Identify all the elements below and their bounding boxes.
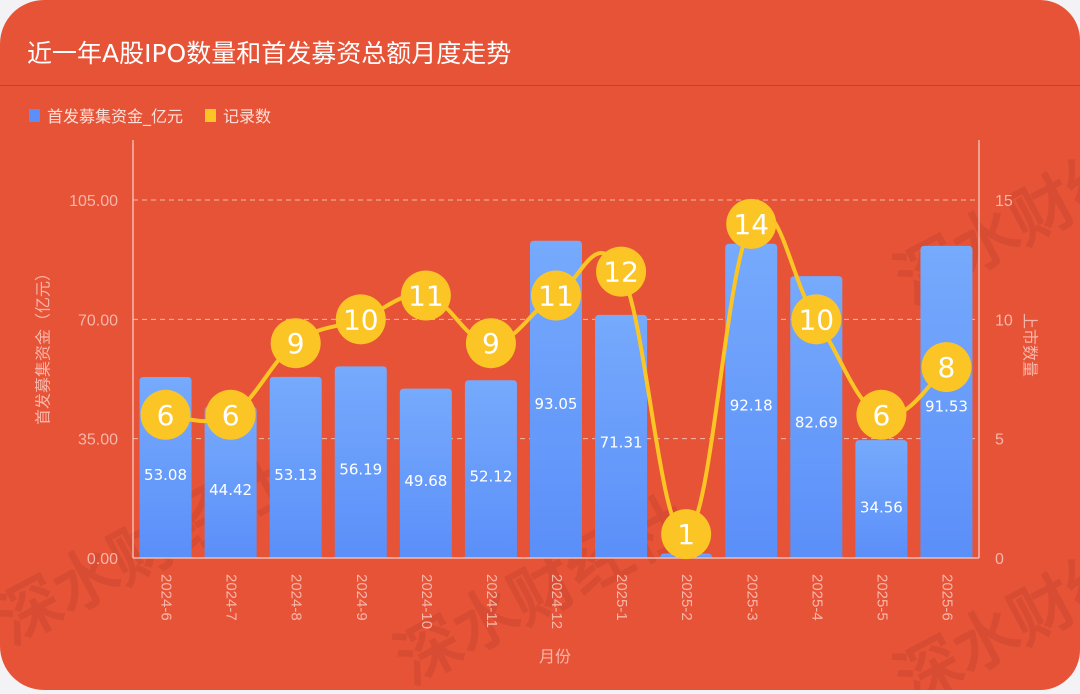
right-tick-label: 5 xyxy=(995,432,1004,449)
bar-value-label: 71.31 xyxy=(600,434,643,452)
bar-value-label: 44.42 xyxy=(209,481,252,499)
bar-value-label: 91.53 xyxy=(925,398,968,416)
x-tick-label: 2025-2 xyxy=(678,574,695,621)
line-series: 6 6 9 10 11 9 11 12 1 14 10 6 8 xyxy=(140,198,972,560)
x-tick-label: 2024-10 xyxy=(418,574,435,629)
legend-label: 记录数 xyxy=(223,107,272,126)
line-point-marker[interactable] xyxy=(661,509,712,560)
line-point-marker[interactable] xyxy=(596,246,647,297)
bar[interactable] xyxy=(269,376,322,558)
line-point-marker[interactable] xyxy=(335,294,386,345)
x-tick-label: 2025-3 xyxy=(743,574,760,621)
legend: 首发募集资金_亿元 记录数 xyxy=(29,103,293,127)
axes xyxy=(132,140,980,559)
x-tick-label: 2024-12 xyxy=(548,574,565,629)
bar-value-label: 93.05 xyxy=(535,395,578,413)
line-point-label: 11 xyxy=(538,279,574,312)
line-point-label: 10 xyxy=(343,303,379,336)
left-tick-label: 105.00 xyxy=(69,193,118,210)
bar-value-label: 82.69 xyxy=(795,413,838,431)
bar[interactable] xyxy=(920,245,973,559)
bar-series: 53.08 44.42 53.13 56.19 49.68 52.12 93.05 71.31… xyxy=(139,240,973,559)
bar[interactable] xyxy=(595,314,648,558)
bar-value-label: 53.13 xyxy=(274,466,317,484)
line-point-label: 11 xyxy=(408,279,444,312)
line-point-label: 8 xyxy=(938,351,956,384)
right-axis-title: 上市数量 xyxy=(1021,313,1040,377)
legend-swatch-yellow-icon xyxy=(205,108,217,122)
line-point-marker[interactable] xyxy=(531,270,581,321)
legend-label: 首发募集资金_亿元 xyxy=(47,107,184,126)
x-tick-label: 2025-5 xyxy=(873,574,890,621)
x-tick-label: 2024-9 xyxy=(353,574,370,621)
bar-value-label: 34.56 xyxy=(860,499,903,517)
right-tick-label: 10 xyxy=(995,312,1013,329)
x-tick-label: 2024-11 xyxy=(483,574,500,628)
bar[interactable] xyxy=(334,366,387,558)
line-point-label: 9 xyxy=(287,327,305,360)
bar-value-label: 92.18 xyxy=(730,397,773,415)
bar[interactable] xyxy=(790,276,843,558)
right-tick-label: 15 xyxy=(995,193,1013,210)
x-tick-label: 2024-8 xyxy=(288,574,305,621)
line-point-marker[interactable] xyxy=(465,318,516,369)
chart-title: 近一年A股IPO数量和首发募资总额月度走势 xyxy=(27,39,512,68)
x-tick-label: 2024-6 xyxy=(158,574,175,621)
title-divider xyxy=(0,85,1080,86)
legend-item-funds[interactable]: 首发募集资金_亿元 xyxy=(29,103,183,127)
line-point-marker[interactable] xyxy=(856,389,907,440)
x-tick-label: 2024-7 xyxy=(223,574,240,621)
line-point-label: 1 xyxy=(677,518,695,551)
bar[interactable] xyxy=(855,440,908,558)
bar-value-label: 56.19 xyxy=(339,460,382,478)
line-point-marker[interactable] xyxy=(400,270,451,321)
line-point-marker[interactable] xyxy=(921,342,972,393)
left-tick-label: 70.00 xyxy=(78,312,118,329)
left-axis-title: 首发募集资金（亿元） xyxy=(34,265,53,425)
bar-value-label: 53.08 xyxy=(144,466,187,484)
bar[interactable] xyxy=(530,240,582,558)
right-tick-label: 0 xyxy=(995,551,1004,568)
legend-item-count[interactable]: 记录数 xyxy=(205,103,271,127)
line-point-label: 9 xyxy=(482,327,500,360)
left-tick-label: 35.00 xyxy=(78,432,118,449)
x-axis-title: 月份 xyxy=(539,647,571,666)
line-point-label: 6 xyxy=(157,399,175,432)
left-tick-label: 0.00 xyxy=(87,551,118,568)
axis-labels: 0.00 35.00 70.00 105.00 0 5 10 15 2024-6 2024-7 20… xyxy=(34,193,1040,666)
x-tick-label: 2025-6 xyxy=(938,574,955,621)
legend-swatch-blue-icon xyxy=(29,108,40,122)
bar[interactable] xyxy=(399,388,452,558)
line-point-label: 14 xyxy=(733,208,769,241)
bar-value-label: 52.12 xyxy=(469,468,512,486)
x-tick-label: 2025-4 xyxy=(808,574,825,621)
bar-value-label: 49.68 xyxy=(404,472,447,490)
line-point-label: 6 xyxy=(872,399,890,432)
bar[interactable] xyxy=(204,406,257,558)
x-tick-label: 2025-1 xyxy=(613,574,630,621)
line-point-label: 12 xyxy=(603,256,639,289)
line-point-marker[interactable] xyxy=(205,389,256,440)
line-point-marker[interactable] xyxy=(140,389,191,440)
line-point-marker[interactable] xyxy=(791,294,842,345)
line-point-marker[interactable] xyxy=(270,318,321,369)
line-point-label: 6 xyxy=(222,399,240,432)
bar[interactable] xyxy=(725,243,778,559)
line-point-label: 10 xyxy=(798,303,834,336)
line-point-marker[interactable] xyxy=(726,198,777,249)
bar[interactable] xyxy=(464,380,517,558)
